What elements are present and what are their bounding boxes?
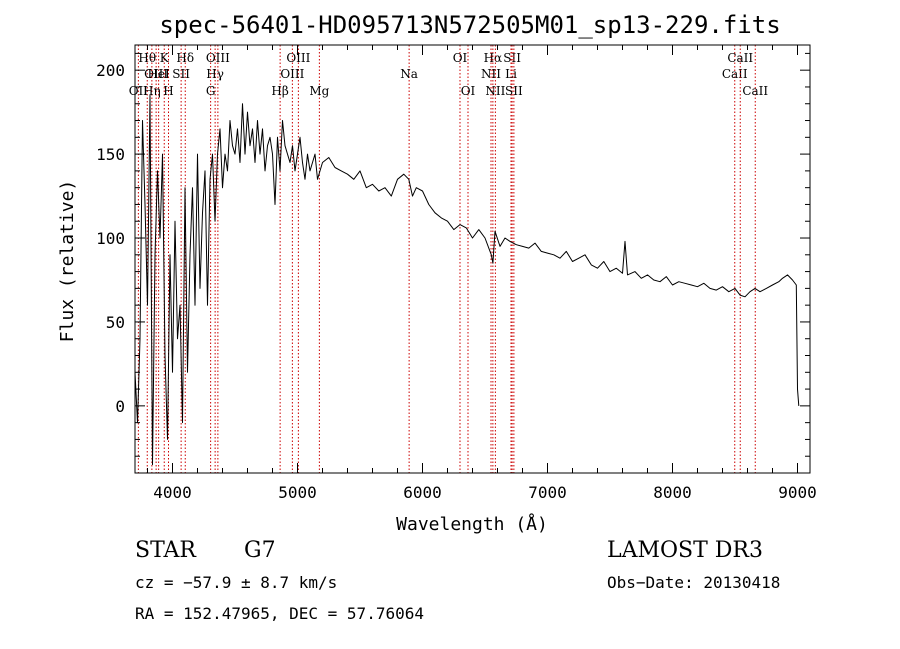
object-subclass: G7 [244, 538, 276, 563]
x-tick-label: 6000 [403, 483, 442, 502]
velocity-text: cz = −57.9 ± 8.7 km/s [135, 573, 338, 592]
coordinates-text: RA = 152.47965, DEC = 57.76064 [135, 604, 424, 623]
chart-title: spec-56401-HD095713N572505M01_sp13-229.f… [159, 11, 780, 39]
line-marker-label: OIII [144, 67, 168, 81]
x-tick-label: 5000 [278, 483, 317, 502]
line-marker-label: Li [505, 67, 517, 81]
y-tick-label: 0 [115, 397, 125, 416]
y-tick-label: 200 [96, 61, 125, 80]
survey-name: LAMOST DR3 [607, 538, 763, 563]
line-marker-label: OIII [280, 67, 304, 81]
line-marker-label: NII [481, 67, 501, 81]
axes: 4000 5000 6000 7000 8000 9000 0 50 100 150 200 [96, 45, 817, 502]
line-marker-label: Hθ [138, 51, 156, 65]
x-axis-label: Wavelength (Å) [396, 513, 548, 535]
y-tick-label: 100 [96, 229, 125, 248]
line-marker-label: G [206, 84, 216, 98]
line-marker-label: OII [129, 84, 149, 98]
line-marker-label: K [160, 51, 170, 65]
line-marker-label: NII [485, 84, 505, 98]
line-marker-label: Mg [309, 84, 329, 98]
x-tick-label: 7000 [528, 483, 567, 502]
line-marker-label: SII [172, 67, 190, 81]
line-marker-label: Hβ [271, 84, 288, 98]
line-marker-label: Hα [484, 51, 503, 65]
x-tick-label: 4000 [153, 483, 192, 502]
line-marker-label: Hγ [206, 67, 224, 81]
x-tick-label: 9000 [778, 483, 817, 502]
plot-frame [134, 44, 811, 474]
spectrum-series [134, 94, 800, 466]
line-marker-label: SII [503, 51, 521, 65]
line-marker-label: OIII [206, 51, 230, 65]
spectrum-line [134, 94, 800, 466]
observation-date: Obs−Date: 20130418 [607, 573, 781, 592]
line-marker-label: CaII [727, 51, 753, 65]
y-tick-label: 150 [96, 145, 125, 164]
line-marker-label: Hη [143, 84, 161, 98]
line-marker-label: Na [400, 67, 418, 81]
line-marker-label: H [163, 84, 173, 98]
line-marker-label: OI [461, 84, 476, 98]
y-tick-label: 50 [106, 313, 125, 332]
line-marker-label: OI [453, 51, 468, 65]
y-axis-label: Flux (relative) [57, 180, 78, 343]
line-marker-label: SII [505, 84, 523, 98]
object-class: STAR [135, 538, 196, 563]
line-marker-label: CaII [742, 84, 768, 98]
line-marker-label: CaII [722, 67, 748, 81]
line-marker-label: HeI [147, 67, 170, 81]
x-tick-label: 8000 [653, 483, 692, 502]
line-marker-label: Hδ [176, 51, 194, 65]
line-marker-label: OIII [286, 51, 310, 65]
